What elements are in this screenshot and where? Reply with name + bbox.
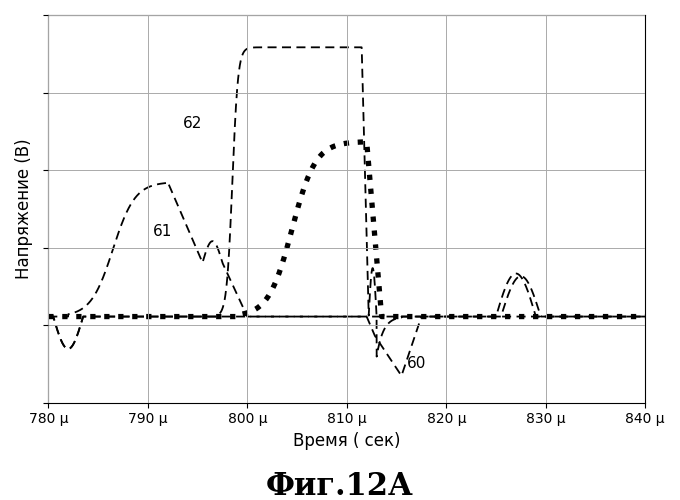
Text: 62: 62 xyxy=(183,116,202,131)
Y-axis label: Напряжение (В): Напряжение (В) xyxy=(15,138,33,279)
Text: 60: 60 xyxy=(407,356,426,370)
X-axis label: Время ( сек): Время ( сек) xyxy=(293,432,401,450)
Text: Фиг.12А: Фиг.12А xyxy=(266,471,414,500)
Text: 61: 61 xyxy=(153,224,172,239)
